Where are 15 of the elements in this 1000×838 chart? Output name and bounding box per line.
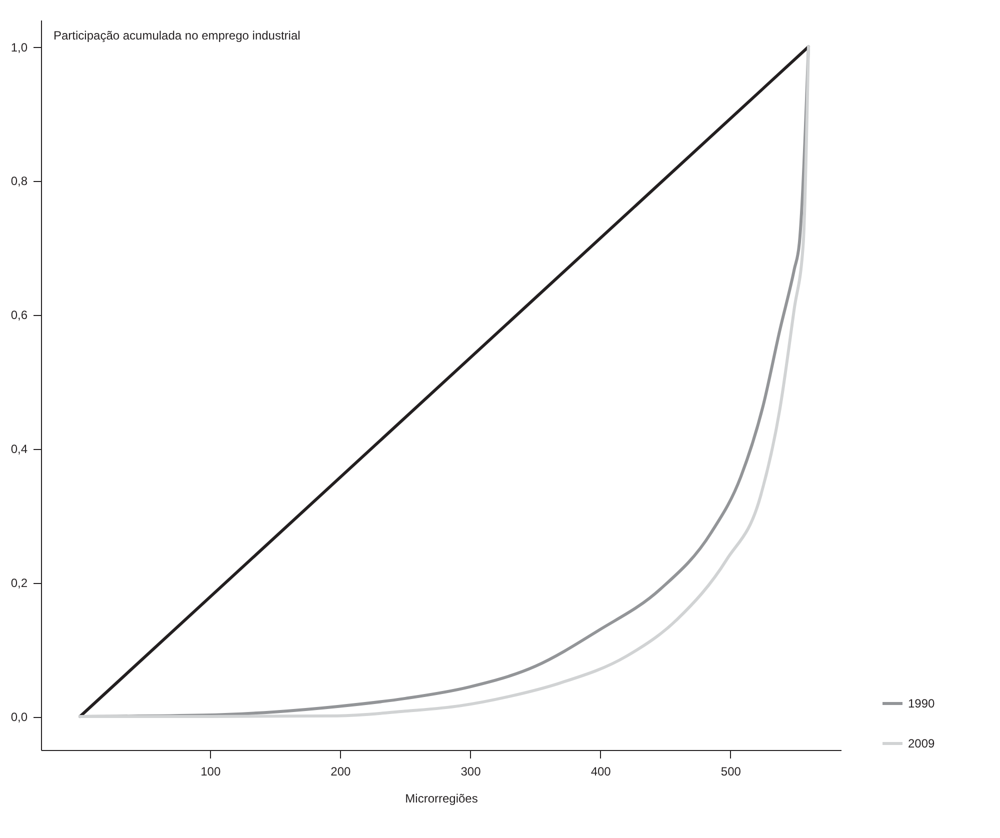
x-tick-label: 500 [720,764,742,778]
x-tick-label: 200 [330,764,352,778]
legend-label: 1990 [908,696,936,710]
y-tick-label: 0,2 [10,576,28,590]
y-tick-label: 1,0 [10,40,28,54]
x-tick-label: 100 [200,764,221,778]
x-axis-title: Microrregiões [405,792,478,806]
x-tick-label: 300 [460,764,482,778]
y-tick-label: 0,4 [10,442,28,456]
y-tick-label: 0,8 [10,174,28,188]
y-axis-title: Participação acumulada no emprego industrial [54,28,300,42]
y-tick-label: 0,0 [10,710,28,724]
x-tick-label: 400 [590,764,612,778]
legend-label: 2009 [908,736,936,750]
y-tick-label: 0,6 [10,308,28,322]
